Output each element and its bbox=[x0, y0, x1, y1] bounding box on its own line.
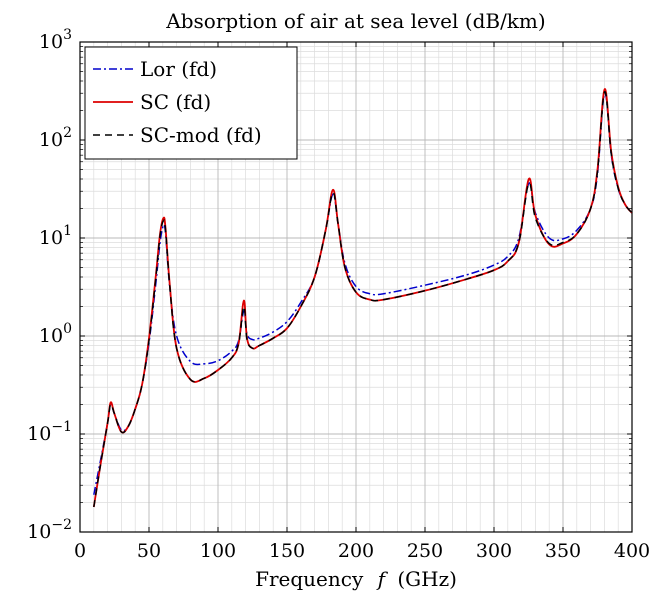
x-tick-label: 150 bbox=[269, 540, 305, 562]
legend: Lor (fd) SC (fd) SC-mod (fd) bbox=[84, 46, 298, 160]
y-tick-labels: 10−2 10−1 100 101 102 103 bbox=[27, 27, 72, 543]
x-tick-label: 250 bbox=[407, 540, 443, 562]
legend-label-0: Lor (fd) bbox=[140, 57, 217, 81]
y-tick-label: 101 bbox=[39, 223, 72, 249]
x-tick-label: 100 bbox=[200, 540, 236, 562]
x-tick-label: 0 bbox=[74, 540, 86, 562]
x-tick-label: 400 bbox=[614, 540, 650, 562]
x-tick-label: 200 bbox=[338, 540, 374, 562]
x-tick-label: 50 bbox=[137, 540, 161, 562]
y-tick-label: 100 bbox=[39, 321, 72, 347]
x-axis-label-unit: (GHz) bbox=[397, 567, 457, 591]
x-axis-label: Frequency f (GHz) bbox=[255, 567, 457, 591]
x-tick-labels: 0 50 100 150 200 250 300 350 400 bbox=[74, 540, 650, 562]
y-tick-label: 103 bbox=[39, 27, 72, 53]
legend-label-1: SC (fd) bbox=[140, 90, 211, 114]
x-axis-label-symbol: f bbox=[376, 567, 389, 591]
legend-label-2: SC-mod (fd) bbox=[140, 123, 262, 147]
series-layer bbox=[92, 88, 633, 508]
y-tick-label: 10−1 bbox=[27, 419, 72, 445]
x-tick-label: 300 bbox=[476, 540, 512, 562]
y-tick-label: 10−2 bbox=[27, 517, 72, 543]
series-line-2 bbox=[93, 91, 633, 508]
series-line-1 bbox=[92, 88, 633, 508]
x-tick-label: 350 bbox=[545, 540, 581, 562]
chart-title: Absorption of air at sea level (dB/km) bbox=[165, 9, 545, 33]
x-axis-label-text: Frequency bbox=[255, 567, 364, 591]
y-tick-label: 102 bbox=[39, 125, 72, 151]
legend-box bbox=[84, 46, 298, 160]
axis-ticks bbox=[79, 41, 633, 533]
